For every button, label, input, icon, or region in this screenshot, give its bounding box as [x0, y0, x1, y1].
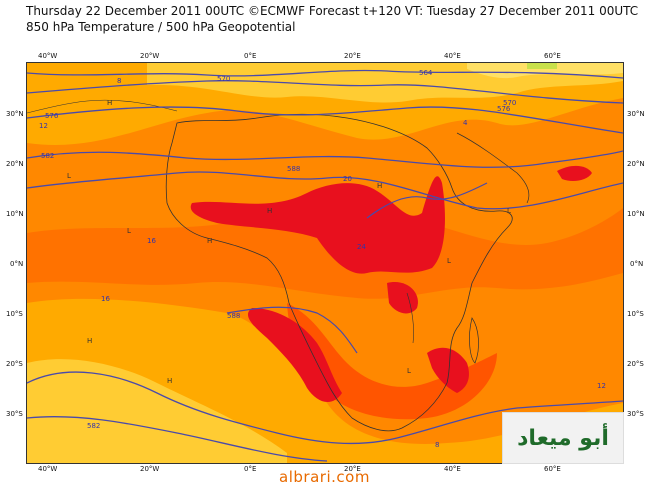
watermark-logo: أبو ميعاد — [502, 412, 624, 464]
pressure-marker-h: H — [107, 99, 112, 107]
contour-label-588-south: 588 — [227, 312, 240, 320]
map-subtitle: 850 hPa Temperature / 500 hPa Geopotenti… — [26, 20, 296, 34]
contour-label-576-east: 576 — [497, 105, 511, 113]
temp-band-hot-tropics — [27, 208, 623, 299]
lat-label-right-20n: 20°N — [627, 160, 645, 168]
pressure-marker-l: L — [407, 367, 411, 375]
lon-label-bottom-20e: 20°E — [344, 465, 361, 473]
lat-label-left-30n: 30°N — [6, 110, 24, 118]
lat-label-right-10n: 10°N — [627, 210, 645, 218]
contour-label-564: 564 — [419, 69, 433, 77]
lon-label-top-20w: 20°W — [140, 52, 160, 60]
temp-core-arabian-sea — [557, 165, 592, 181]
contour-576 — [27, 106, 623, 134]
temp-band-cold-north — [467, 63, 623, 79]
temp-label-16-south: 16 — [101, 295, 110, 303]
pressure-marker-h: H — [167, 377, 172, 385]
lat-label-right-10s: 10°S — [627, 310, 644, 318]
temp-label-8-south: 8 — [435, 441, 439, 449]
lon-label-bottom-0e: 0°E — [244, 465, 257, 473]
lat-label-right-0n: 0°N — [630, 260, 644, 268]
pressure-marker-l: L — [67, 172, 71, 180]
lat-label-right-20s: 20°S — [627, 360, 644, 368]
lon-label-bottom-60e: 60°E — [544, 465, 561, 473]
pressure-marker-l: L — [507, 207, 511, 215]
pressure-marker-l: L — [127, 227, 131, 235]
temp-core-mozambique — [427, 347, 469, 393]
contour-label-582-west: 582 — [41, 152, 54, 160]
temp-label-24: 24 — [357, 243, 366, 251]
contour-564 — [27, 69, 623, 79]
contour-588-south — [27, 371, 623, 445]
coastline-atlantic — [27, 99, 178, 114]
map-canvas: 570 576 582 588 576 570 564 582 588 8 12… — [27, 63, 623, 463]
temp-label-8-north: 8 — [117, 77, 121, 85]
pressure-marker-h: H — [377, 182, 382, 190]
lon-label-bottom-40e: 40°E — [444, 465, 461, 473]
temp-label-12-north: 12 — [39, 122, 48, 130]
lat-label-left-20s: 20°S — [6, 360, 23, 368]
temp-core-central-africa — [190, 176, 445, 274]
contour-582-south — [27, 416, 328, 462]
footer-url: albrari.com — [279, 468, 370, 486]
lon-label-top-40w: 40°W — [38, 52, 58, 60]
lon-label-top-40e: 40°E — [444, 52, 461, 60]
lon-label-bottom-40w: 40°W — [38, 465, 58, 473]
contour-588-north — [27, 171, 623, 210]
temp-band-cool-south — [27, 359, 287, 463]
temp-core-southern-africa — [247, 308, 342, 403]
lon-label-top-20e: 20°E — [344, 52, 361, 60]
contour-label-582-south: 582 — [87, 422, 100, 430]
lat-label-left-30s: 30°S — [6, 410, 23, 418]
lat-label-right-30n: 30°N — [627, 110, 645, 118]
watermark-logo-text: أبو ميعاد — [517, 425, 609, 451]
lon-label-top-0e: 0°E — [244, 52, 257, 60]
temp-label-4: 4 — [463, 119, 468, 127]
coastline-africa — [165, 113, 513, 432]
coastline-lakes — [406, 292, 414, 344]
contour-label-570: 570 — [217, 75, 230, 83]
lat-label-left-0n: 0°N — [10, 260, 24, 268]
weather-map: 570 576 582 588 576 570 564 582 588 8 12… — [26, 62, 624, 464]
pressure-marker-l: L — [447, 257, 451, 265]
lon-label-bottom-20w: 20°W — [140, 465, 160, 473]
lat-label-left-10n: 10°N — [6, 210, 24, 218]
lat-label-left-20n: 20°N — [6, 160, 24, 168]
contour-582-north — [27, 150, 623, 168]
lat-label-right-30s: 30°S — [627, 410, 644, 418]
pressure-marker-h: H — [87, 337, 92, 345]
coastline-madagascar — [469, 317, 479, 364]
temp-band-coldest-north — [527, 63, 557, 69]
contour-south-africa — [226, 306, 358, 354]
lon-label-top-60e: 60°E — [544, 52, 561, 60]
pressure-marker-h: H — [207, 237, 212, 245]
temp-label-20: 20 — [343, 175, 352, 183]
contour-label-588: 588 — [287, 165, 300, 173]
contour-label-570-east: 570 — [503, 99, 516, 107]
contour-label-576-west: 576 — [45, 112, 59, 120]
pressure-marker-h: H — [267, 207, 272, 215]
temp-label-12-east: 12 — [597, 382, 606, 390]
temp-label-16-west: 16 — [147, 237, 156, 245]
map-title: Thursday 22 December 2011 00UTC ©ECMWF F… — [26, 4, 639, 18]
contour-570 — [27, 80, 623, 104]
lat-label-left-10s: 10°S — [6, 310, 23, 318]
contour-tropical — [366, 182, 488, 219]
coastline-arabia — [456, 132, 530, 204]
